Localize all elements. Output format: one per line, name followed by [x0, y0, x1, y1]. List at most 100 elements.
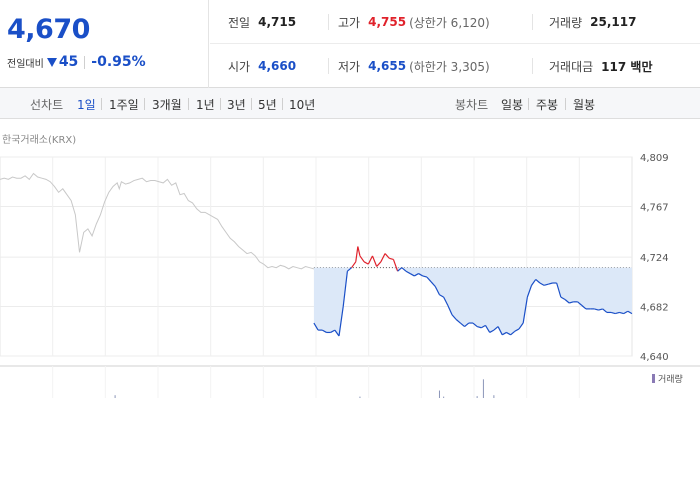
- today-line-segment: [484, 325, 491, 333]
- today-line-segment: [560, 296, 566, 301]
- today-line-segment: [426, 276, 432, 283]
- tab-1year[interactable]: 1년: [196, 98, 215, 112]
- today-line-segment: [414, 273, 419, 277]
- today-line-segment: [397, 267, 403, 272]
- change-abs: 45: [58, 54, 79, 70]
- line-chart-label: 선차트: [30, 98, 64, 112]
- today-line-segment: [526, 285, 533, 298]
- today-line-segment: [363, 261, 369, 265]
- tab-divider: [251, 98, 252, 110]
- today-line-segment: [347, 267, 352, 272]
- today-line-segment: [610, 311, 616, 315]
- current-price: 4,670: [7, 14, 90, 45]
- prev-day-line: [0, 172, 315, 270]
- today-line-segment: [434, 286, 441, 296]
- today-line-segment: [493, 326, 499, 331]
- today-line-segment: [594, 308, 599, 311]
- quote-price-panel: 4,670 전일대비 45 -0.95%: [0, 0, 209, 88]
- today-line-segment: [357, 246, 361, 257]
- data-source: 한국거래소(KRX): [2, 135, 77, 146]
- tab-divider: [282, 98, 283, 110]
- tab-1week[interactable]: 1주일: [109, 98, 139, 112]
- today-line-segment: [405, 270, 411, 275]
- y-tick-label: 4,682: [640, 303, 669, 314]
- stats-row-2: 시가 4,660 저가 4,655 (하한가 3,305) 거래대금 117 백…: [210, 44, 700, 88]
- candle-chart-label: 봉차트: [455, 98, 489, 112]
- tab-10year[interactable]: 10년: [289, 98, 316, 112]
- tab-divider: [528, 98, 529, 110]
- tab-5year[interactable]: 5년: [258, 98, 277, 112]
- today-line-segment: [430, 281, 436, 287]
- stat-amount: 거래대금 117 백만: [532, 58, 652, 74]
- quote-header: 4,670 전일대비 45 -0.95% 전일 4,715 고가 4,755 (…: [0, 0, 700, 88]
- today-line-segment: [330, 329, 336, 333]
- today-line-segment: [602, 308, 608, 313]
- y-tick-label: 4,809: [640, 153, 669, 164]
- today-line-segment: [497, 326, 503, 336]
- today-line-segment: [581, 304, 587, 310]
- tab-3year[interactable]: 3년: [227, 98, 246, 112]
- today-line-segment: [313, 322, 319, 331]
- today-line-segment: [422, 275, 428, 278]
- y-tick-label: 4,724: [640, 253, 669, 264]
- change-divider: [84, 55, 86, 69]
- today-line-segment: [522, 297, 528, 324]
- change-row: 전일대비 45 -0.95%: [7, 54, 146, 70]
- today-line-segment: [384, 253, 390, 259]
- volume-swatch: [652, 374, 655, 383]
- today-line-segment: [510, 330, 516, 336]
- today-line-segment: [367, 255, 374, 265]
- today-line-segment: [447, 305, 453, 316]
- today-line-segment: [623, 310, 629, 315]
- today-line-segment: [577, 301, 583, 306]
- volume-legend: 거래량: [652, 372, 683, 385]
- today-line-segment: [489, 329, 495, 333]
- stats-row-1: 전일 4,715 고가 4,755 (상한가 6,120) 거래량 25,117: [210, 0, 700, 44]
- tab-divider: [101, 98, 102, 110]
- today-line-segment: [569, 301, 574, 304]
- tab-divider: [220, 98, 221, 110]
- today-line-segment: [389, 257, 394, 261]
- today-line-segment: [464, 322, 470, 328]
- today-line-segment: [501, 331, 507, 336]
- today-line-segment: [481, 324, 486, 329]
- today-line-segment: [380, 253, 386, 263]
- tab-divider: [144, 98, 145, 110]
- today-line-segment: [548, 282, 553, 285]
- chart-period-tabs: 선차트 1일 1주일 3개월 1년 3년 5년 10년 봉차트 일봉 주봉 월봉: [0, 88, 700, 119]
- tab-1day[interactable]: 1일: [77, 98, 96, 112]
- tab-daily-candle[interactable]: 일봉: [501, 98, 524, 112]
- stat-high: 고가 4,755 (상한가 6,120): [328, 14, 490, 30]
- today-line-segment: [418, 273, 424, 277]
- today-line-segment: [355, 246, 359, 262]
- today-line-segment: [564, 299, 570, 304]
- down-triangle-icon: [46, 57, 57, 67]
- tab-divider: [565, 98, 566, 110]
- today-line-segment: [460, 322, 465, 328]
- change-label: 전일대비: [7, 58, 44, 70]
- today-line-segment: [443, 296, 449, 306]
- quote-stats: 전일 4,715 고가 4,755 (상한가 6,120) 거래량 25,117…: [210, 0, 700, 88]
- today-line-segment: [539, 282, 545, 286]
- today-line-segment: [334, 329, 340, 337]
- today-line-segment: [321, 329, 327, 333]
- tab-monthly-candle[interactable]: 월봉: [573, 98, 596, 112]
- stat-open: 시가 4,660: [228, 59, 297, 74]
- today-line-segment: [401, 267, 407, 272]
- today-line-segment: [619, 311, 624, 315]
- tab-divider: [188, 98, 189, 110]
- today-line-segment: [342, 271, 348, 307]
- today-line-segment: [351, 261, 357, 269]
- tab-3month[interactable]: 3개월: [152, 98, 182, 112]
- today-line-segment: [535, 279, 541, 284]
- today-line-segment: [598, 308, 603, 311]
- stat-prev-close: 전일 4,715: [228, 15, 297, 30]
- today-line-segment: [338, 306, 344, 337]
- today-line-segment: [514, 328, 520, 332]
- change-pct: -0.95%: [91, 54, 146, 70]
- today-line-segment: [472, 322, 478, 328]
- today-line-segment: [556, 282, 562, 298]
- stat-volume: 거래량 25,117: [532, 14, 636, 30]
- today-line-segment: [455, 319, 461, 324]
- tab-weekly-candle[interactable]: 주봉: [536, 98, 559, 112]
